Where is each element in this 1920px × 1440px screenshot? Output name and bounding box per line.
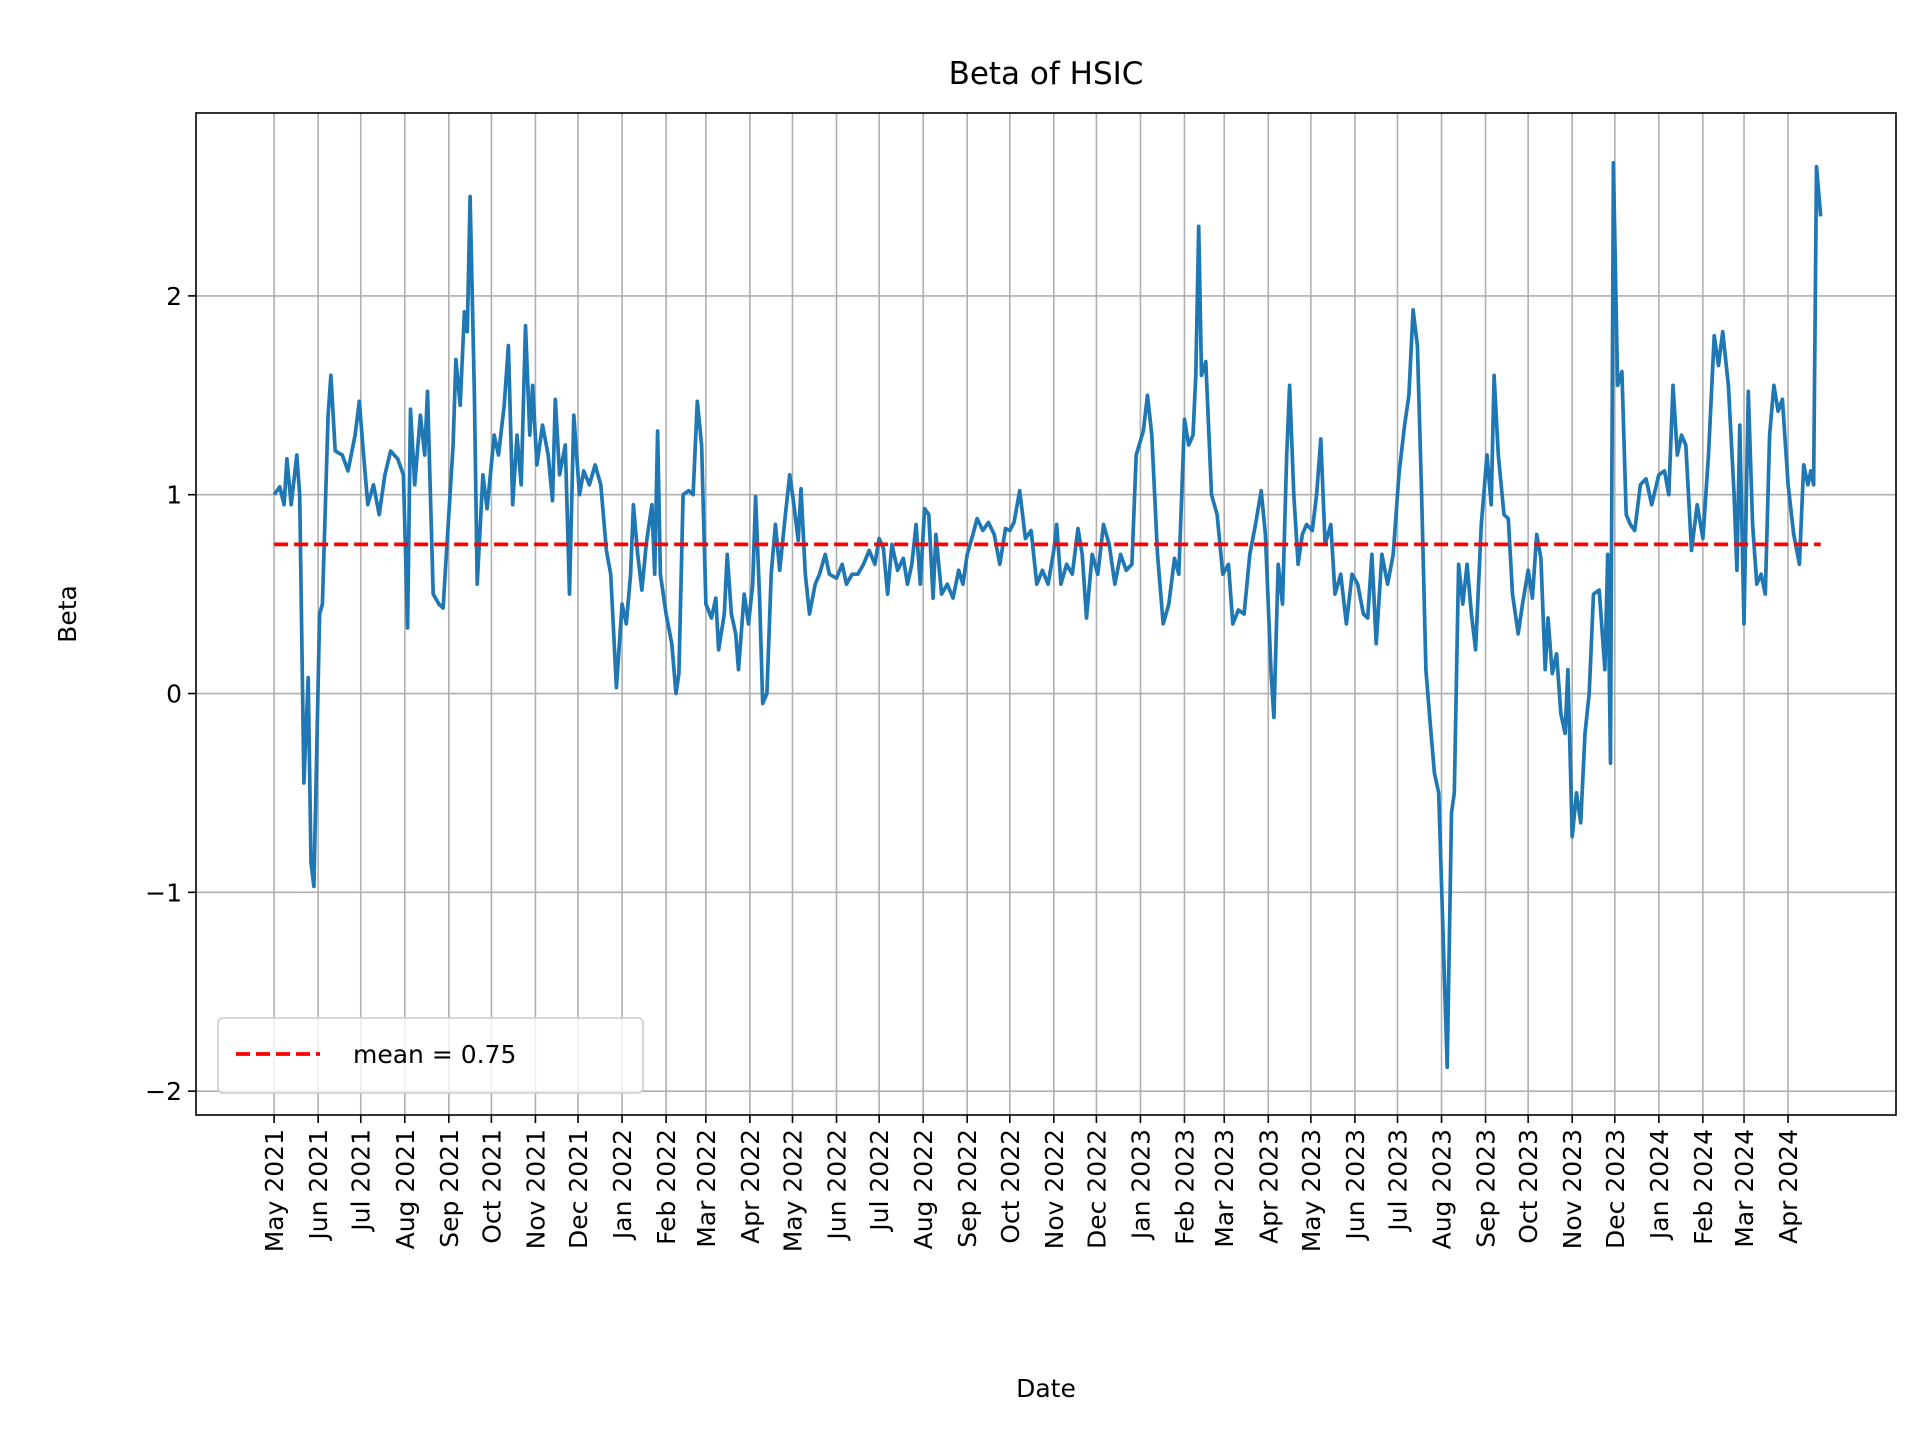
x-tick-label: Dec 2021: [564, 1129, 593, 1249]
x-tick-label: Jan 2022: [608, 1129, 637, 1241]
x-tick-label: Sep 2021: [435, 1129, 464, 1248]
x-tick-label: Apr 2023: [1254, 1129, 1283, 1244]
x-axis-ticks: May 2021 Jun 2021 Jul 2021 Aug 2021 Sep 2021…: [260, 1115, 1803, 1252]
x-tick-label: Apr 2022: [736, 1129, 765, 1244]
axes-frame: [195, 112, 1897, 1116]
y-tick-label: 2: [166, 282, 182, 311]
x-tick-label: Jun 2023: [1341, 1129, 1370, 1242]
x-tick-label: Jul 2021: [347, 1129, 376, 1233]
y-axis-label: Beta: [53, 585, 82, 643]
x-tick-label: Mar 2022: [692, 1129, 721, 1248]
x-tick-label: Apr 2024: [1774, 1129, 1803, 1244]
x-tick-label: Mar 2023: [1210, 1129, 1239, 1248]
y-tick-label: 1: [166, 481, 182, 510]
x-tick-label: May 2021: [260, 1129, 289, 1252]
y-tick-label: −2: [145, 1077, 182, 1106]
x-tick-label: Jun 2022: [823, 1129, 852, 1242]
y-tick-label: −1: [145, 878, 182, 907]
y-tick-label: 0: [166, 680, 182, 709]
x-tick-label: Dec 2023: [1601, 1129, 1630, 1249]
x-tick-label: Jun 2021: [304, 1129, 333, 1242]
x-tick-label: Aug 2023: [1428, 1129, 1457, 1249]
x-tick-label: Feb 2023: [1170, 1129, 1199, 1245]
x-tick-label: Nov 2023: [1558, 1129, 1587, 1249]
x-tick-label: Jan 2023: [1126, 1129, 1155, 1241]
x-tick-label: Feb 2024: [1689, 1129, 1718, 1245]
x-tick-label: Dec 2022: [1082, 1129, 1111, 1249]
legend-box: [217, 1017, 644, 1094]
x-tick-label: Aug 2021: [391, 1129, 420, 1249]
x-axis-label: Date: [1016, 1374, 1076, 1403]
x-tick-label: Jul 2022: [865, 1129, 894, 1233]
x-tick-label: Feb 2022: [652, 1129, 681, 1245]
plot-area: [272, 160, 1823, 1070]
legend: mean = 0.75: [217, 1017, 644, 1094]
x-tick-label: Jan 2024: [1645, 1129, 1674, 1241]
x-tick-label: Mar 2024: [1730, 1129, 1759, 1248]
x-tick-label: Sep 2023: [1472, 1129, 1501, 1248]
x-tick-label: Oct 2021: [477, 1129, 506, 1244]
y-axis-ticks: −2 −1 0 1 2: [145, 282, 196, 1106]
x-tick-label: May 2023: [1297, 1129, 1326, 1252]
legend-mean-label: mean = 0.75: [353, 1040, 516, 1069]
grid: [196, 113, 1896, 1115]
x-tick-label: May 2022: [778, 1129, 807, 1252]
x-tick-label: Oct 2023: [1514, 1129, 1543, 1244]
beta-series-line: [272, 160, 1823, 1070]
x-tick-label: Oct 2022: [996, 1129, 1025, 1244]
x-tick-label: Jul 2023: [1384, 1129, 1413, 1233]
x-tick-label: Nov 2021: [521, 1129, 550, 1249]
x-tick-label: Nov 2022: [1040, 1129, 1069, 1249]
x-tick-label: Aug 2022: [909, 1129, 938, 1249]
chart-title: Beta of HSIC: [949, 56, 1144, 92]
x-tick-label: Sep 2022: [953, 1129, 982, 1248]
